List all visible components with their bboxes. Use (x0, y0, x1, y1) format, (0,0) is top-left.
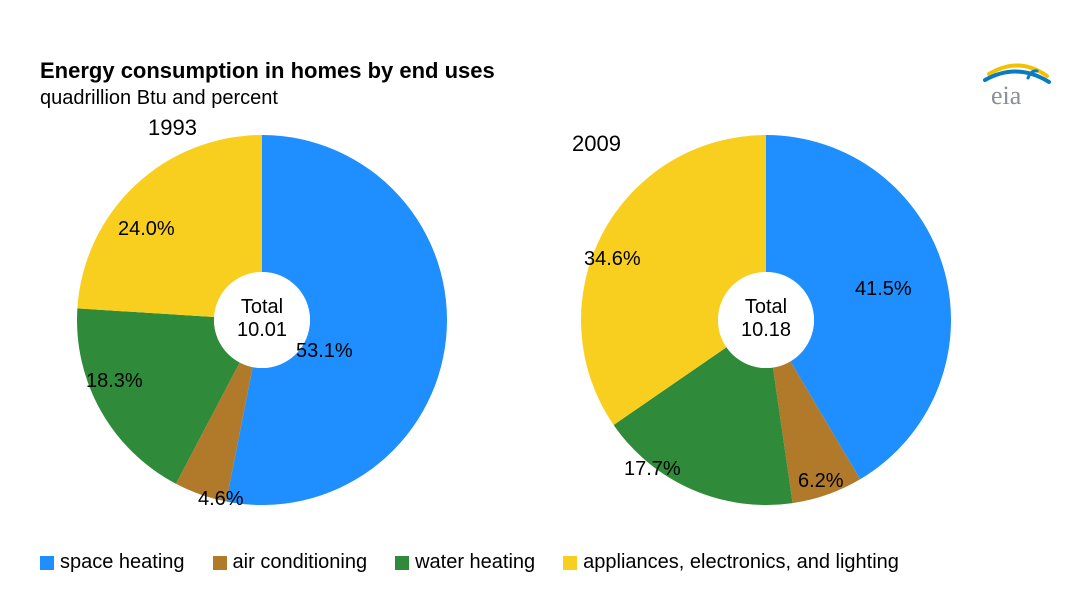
year-label: 2009 (572, 131, 621, 157)
legend-item-air-conditioning: air conditioning (213, 551, 368, 574)
legend-label: appliances, electronics, and lighting (583, 551, 899, 574)
legend-swatch (395, 556, 409, 570)
chart-title: Energy consumption in homes by end uses (40, 58, 495, 84)
legend-label: water heating (415, 551, 535, 574)
donut-center-label: Total10.18 (726, 296, 806, 342)
center-total-word: Total (726, 296, 806, 319)
year-label: 1993 (148, 115, 197, 141)
slice-label-air_conditioning: 6.2% (798, 470, 844, 493)
chart-subtitle: quadrillion Btu and percent (40, 86, 495, 110)
eia-logo: eia (981, 60, 1051, 110)
slice-label-appliances: 34.6% (584, 248, 641, 271)
slice-label-water_heating: 17.7% (624, 458, 681, 481)
legend: space heating air conditioning water hea… (40, 551, 899, 574)
title-block: Energy consumption in homes by end uses … (40, 58, 495, 110)
center-total-value: 10.18 (726, 319, 806, 342)
legend-item-water-heating: water heating (395, 551, 535, 574)
slice-label-space_heating: 41.5% (855, 278, 912, 301)
donut-center-label: Total10.01 (222, 296, 302, 342)
legend-item-space-heating: space heating (40, 551, 185, 574)
legend-swatch (40, 556, 54, 570)
center-total-value: 10.01 (222, 319, 302, 342)
legend-swatch (563, 556, 577, 570)
svg-text:eia: eia (991, 81, 1022, 110)
slice-label-appliances: 24.0% (118, 218, 175, 241)
legend-item-appliances: appliances, electronics, and lighting (563, 551, 899, 574)
legend-label: space heating (60, 551, 185, 574)
slice-label-air_conditioning: 4.6% (198, 488, 244, 511)
legend-swatch (213, 556, 227, 570)
legend-label: air conditioning (233, 551, 368, 574)
slice-label-water_heating: 18.3% (86, 370, 143, 393)
center-total-word: Total (222, 296, 302, 319)
slice-label-space_heating: 53.1% (296, 340, 353, 363)
